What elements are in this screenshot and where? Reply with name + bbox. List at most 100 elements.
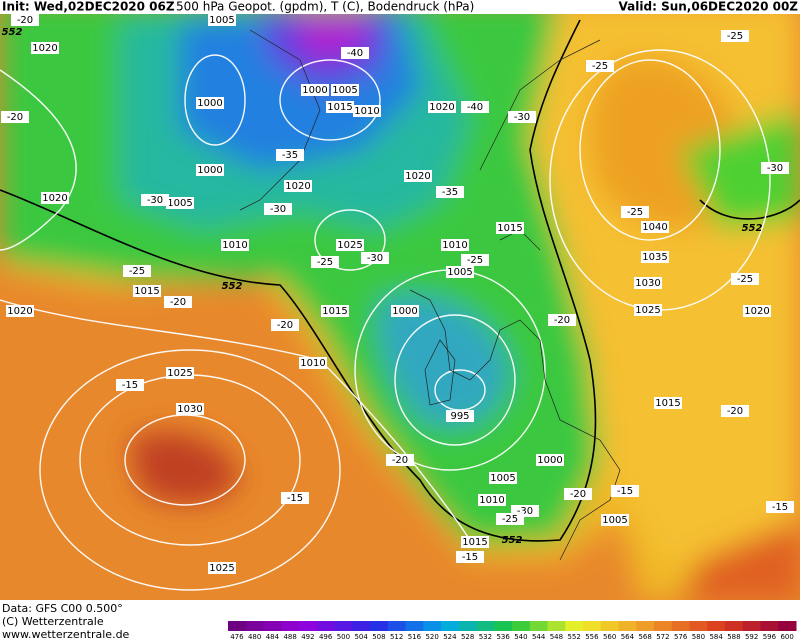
map-field bbox=[0, 14, 800, 600]
isobar-label: 995 bbox=[450, 411, 469, 422]
colorbar-label: 564 bbox=[621, 633, 635, 641]
isobar-label-box bbox=[6, 305, 34, 317]
isobar-label: 1020 bbox=[32, 43, 57, 54]
temperature-label: -20 bbox=[727, 406, 743, 417]
temperature-label-box bbox=[766, 501, 794, 513]
temperature-label-box bbox=[11, 14, 39, 26]
colorbar-label: 488 bbox=[283, 633, 296, 641]
isobar-label-box bbox=[221, 239, 249, 251]
colorbar-swatch bbox=[636, 621, 655, 631]
height-label: 552 bbox=[222, 281, 243, 292]
isobar-label: 1025 bbox=[209, 563, 234, 574]
isobar-label: 1010 bbox=[354, 106, 379, 117]
temperature-label: -25 bbox=[592, 61, 608, 72]
isobar-label: 1010 bbox=[442, 240, 467, 251]
isobar-label: 1015 bbox=[322, 306, 347, 317]
temperature-label-box bbox=[456, 551, 484, 563]
isobar-label-box bbox=[634, 304, 662, 316]
colorbar-label: 480 bbox=[248, 633, 261, 641]
temperature-label-box bbox=[164, 296, 192, 308]
colorbar-swatch bbox=[654, 621, 673, 631]
isobar-label-box bbox=[641, 251, 669, 263]
isobar-label-box bbox=[196, 97, 224, 109]
temperature-label-box bbox=[271, 319, 299, 331]
colorbar-swatch bbox=[583, 621, 602, 631]
colorbar-label: 568 bbox=[638, 633, 651, 641]
temperature-label-box bbox=[311, 256, 339, 268]
isobar-label-box bbox=[326, 101, 354, 113]
temperature-label: -30 bbox=[514, 112, 530, 123]
isobar-label-box bbox=[446, 410, 474, 422]
colorbar-label: 600 bbox=[780, 633, 793, 641]
temperature-label-box bbox=[341, 47, 369, 59]
isobar-label-box bbox=[391, 305, 419, 317]
colorbar-label: 572 bbox=[656, 633, 669, 641]
colorbar-label: 592 bbox=[745, 633, 758, 641]
temperature-label-box bbox=[721, 405, 749, 417]
isobar-label: 1025 bbox=[167, 368, 192, 379]
isobar-label-box bbox=[404, 170, 432, 182]
temperature-label: -25 bbox=[467, 255, 483, 266]
isobar-label-box bbox=[641, 221, 669, 233]
temperature-label: -20 bbox=[7, 112, 23, 123]
isobar-label-box bbox=[176, 403, 204, 415]
temperature-label: -25 bbox=[627, 207, 643, 218]
colorbar-label: 556 bbox=[585, 633, 599, 641]
isobar-label: 1030 bbox=[177, 404, 202, 415]
colorbar-swatch bbox=[334, 621, 353, 631]
colorbar-swatch bbox=[512, 621, 531, 631]
isobar-label-box bbox=[321, 305, 349, 317]
colorbar-label: 528 bbox=[461, 633, 474, 641]
isobar-label-box bbox=[489, 472, 517, 484]
temperature-label: -30 bbox=[517, 506, 533, 517]
temperature-label-box bbox=[496, 513, 524, 525]
temperature-label: -15 bbox=[772, 502, 788, 513]
temperature-label: -20 bbox=[554, 315, 570, 326]
colorbar-swatch bbox=[405, 621, 424, 631]
temperature-label-box bbox=[386, 454, 414, 466]
footer-line: (C) Wetterzentrale bbox=[2, 615, 104, 628]
isobar-label: 1000 bbox=[537, 455, 562, 466]
isobar-label: 1020 bbox=[405, 171, 430, 182]
colorbar-swatch bbox=[725, 621, 744, 631]
colorbar-swatch bbox=[494, 621, 513, 631]
isobar-label-box bbox=[353, 105, 381, 117]
colorbar-swatch bbox=[565, 621, 584, 631]
isobar-label: 1015 bbox=[462, 537, 487, 548]
isobar-label-box bbox=[41, 192, 69, 204]
temperature-label: -25 bbox=[737, 274, 753, 285]
colorbar-label: 588 bbox=[727, 633, 740, 641]
colorbar-swatch bbox=[618, 621, 637, 631]
isobar-label: 1040 bbox=[642, 222, 667, 233]
temperature-label: -20 bbox=[170, 297, 186, 308]
temperature-label: -30 bbox=[367, 253, 383, 264]
isobar-label-box bbox=[536, 454, 564, 466]
temperature-label: -25 bbox=[727, 31, 743, 42]
colorbar-label: 532 bbox=[479, 633, 492, 641]
temperature-label-box bbox=[141, 194, 169, 206]
colorbar-label: 500 bbox=[337, 633, 350, 641]
temperature-label-box bbox=[436, 186, 464, 198]
colorbar-swatch bbox=[778, 621, 797, 631]
temperature-label: -20 bbox=[570, 489, 586, 500]
isobar-label-box bbox=[428, 101, 456, 113]
isobar-label: 1005 bbox=[602, 515, 627, 526]
header: Init: Wed,02DEC2020 06Z 500 hPa Geopot. … bbox=[0, 0, 800, 14]
isobar-label: 1005 bbox=[490, 473, 515, 484]
isobar-label: 1020 bbox=[285, 181, 310, 192]
isobar-label: 1020 bbox=[429, 102, 454, 113]
isobar-label-box bbox=[634, 277, 662, 289]
temperature-label-box bbox=[731, 273, 759, 285]
isobar-label: 1015 bbox=[327, 102, 352, 113]
isobar-label-box bbox=[166, 367, 194, 379]
temperature-label-box bbox=[621, 206, 649, 218]
temperature-label-box bbox=[761, 162, 789, 174]
colorbar-label: 508 bbox=[372, 633, 385, 641]
colorbar-swatch bbox=[352, 621, 371, 631]
temperature-label-box bbox=[361, 252, 389, 264]
temperature-label-box bbox=[548, 314, 576, 326]
colorbar-label: 540 bbox=[514, 633, 527, 641]
colorbar-label: 484 bbox=[266, 633, 280, 641]
isobar-label-box bbox=[496, 222, 524, 234]
